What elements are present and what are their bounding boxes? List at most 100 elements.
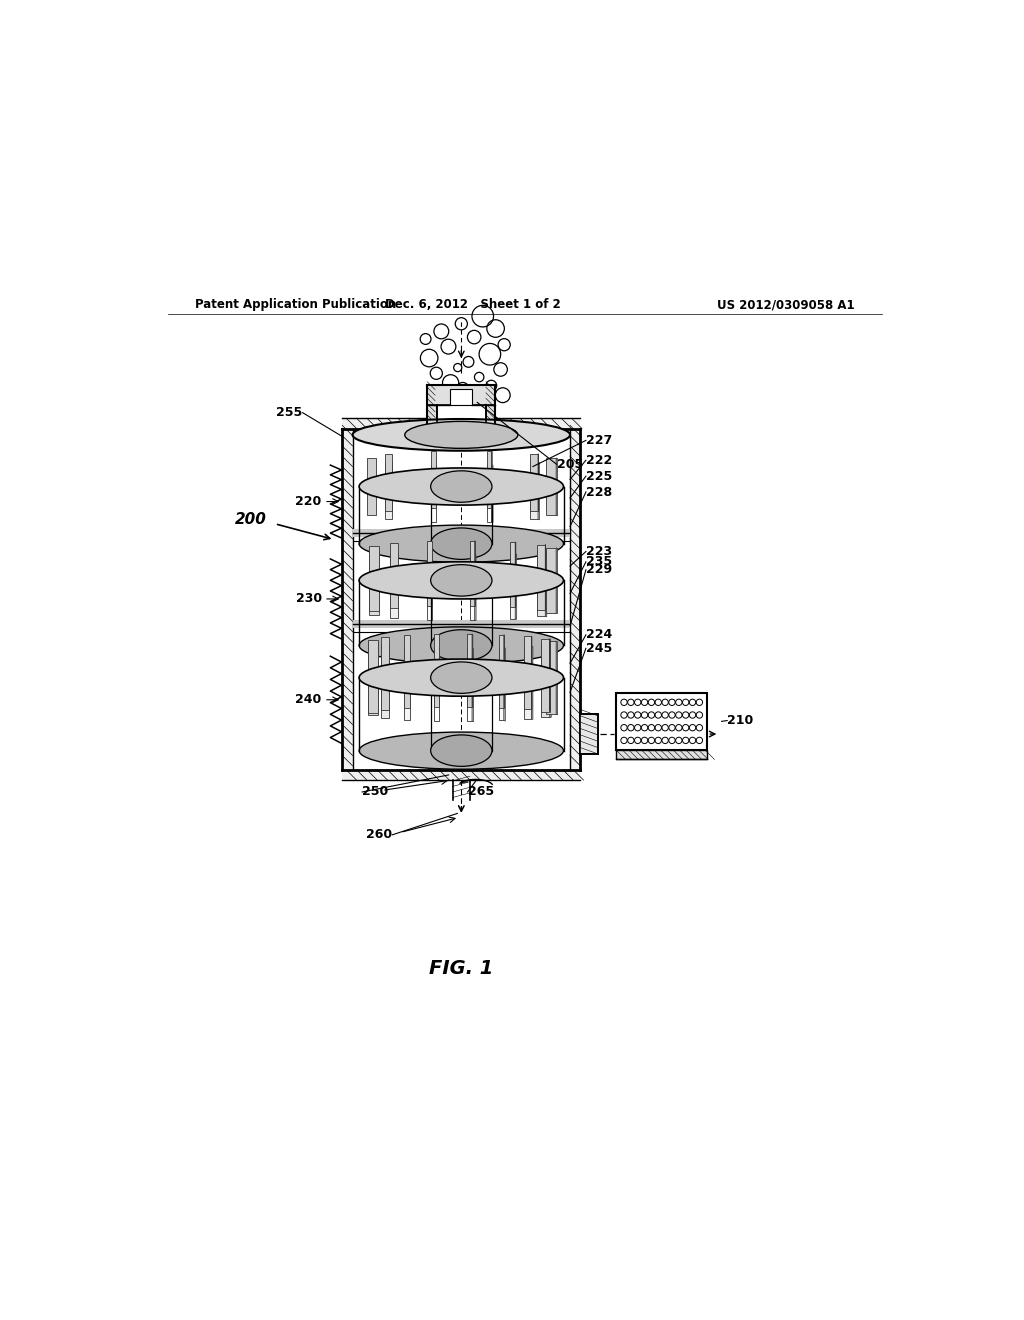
Polygon shape: [545, 552, 547, 616]
Text: 235: 235: [586, 556, 612, 569]
Polygon shape: [486, 451, 492, 508]
Polygon shape: [524, 636, 531, 709]
Polygon shape: [524, 645, 531, 719]
Text: 245: 245: [586, 642, 612, 655]
Text: 228: 228: [586, 486, 612, 499]
Polygon shape: [492, 465, 493, 523]
Text: 222: 222: [586, 454, 612, 467]
Polygon shape: [470, 554, 474, 620]
Text: 230: 230: [296, 593, 322, 606]
Text: 265: 265: [468, 785, 494, 799]
Polygon shape: [367, 458, 376, 515]
Polygon shape: [486, 465, 492, 521]
Polygon shape: [427, 541, 432, 606]
Bar: [352, 528, 570, 536]
Polygon shape: [431, 465, 436, 521]
Polygon shape: [510, 553, 515, 619]
Text: 225: 225: [586, 470, 612, 483]
Ellipse shape: [359, 659, 563, 696]
Polygon shape: [499, 647, 504, 721]
Text: 200: 200: [234, 512, 267, 527]
Polygon shape: [431, 451, 436, 508]
Bar: [342, 770, 581, 780]
Polygon shape: [538, 462, 540, 520]
Polygon shape: [530, 454, 538, 511]
Polygon shape: [370, 549, 379, 615]
Text: US 2012/0309058 A1: US 2012/0309058 A1: [717, 298, 854, 312]
Text: 255: 255: [276, 407, 303, 420]
Polygon shape: [537, 552, 545, 616]
Polygon shape: [390, 553, 397, 618]
Ellipse shape: [431, 661, 492, 693]
Polygon shape: [369, 640, 378, 713]
Bar: [451, 389, 472, 405]
Polygon shape: [537, 545, 545, 610]
Polygon shape: [385, 462, 392, 519]
Text: 227: 227: [586, 434, 612, 447]
Polygon shape: [404, 635, 410, 709]
Bar: [616, 750, 708, 759]
Polygon shape: [404, 647, 410, 719]
Polygon shape: [556, 548, 558, 614]
Ellipse shape: [431, 735, 492, 767]
Polygon shape: [499, 635, 504, 708]
Text: FIG. 1: FIG. 1: [429, 958, 494, 978]
Bar: [352, 620, 570, 628]
Ellipse shape: [359, 562, 563, 599]
Polygon shape: [390, 543, 397, 609]
Polygon shape: [434, 648, 439, 721]
Bar: [436, 405, 486, 429]
Polygon shape: [547, 548, 556, 612]
Text: 260: 260: [367, 829, 392, 841]
Text: 220: 220: [295, 495, 322, 508]
Polygon shape: [434, 635, 439, 708]
Ellipse shape: [431, 565, 492, 597]
Polygon shape: [541, 639, 550, 711]
Ellipse shape: [431, 528, 492, 560]
Ellipse shape: [431, 471, 492, 502]
Bar: [496, 418, 581, 429]
Ellipse shape: [404, 421, 518, 449]
Polygon shape: [504, 647, 505, 721]
Text: Patent Application Publication: Patent Application Publication: [196, 298, 396, 312]
Bar: [342, 418, 427, 429]
Polygon shape: [556, 642, 558, 714]
Ellipse shape: [359, 469, 563, 506]
Polygon shape: [515, 553, 517, 619]
Polygon shape: [550, 644, 551, 717]
Polygon shape: [474, 554, 476, 620]
Text: 224: 224: [586, 628, 612, 642]
Text: 229: 229: [586, 564, 612, 577]
Polygon shape: [530, 462, 538, 519]
Polygon shape: [385, 454, 392, 511]
Polygon shape: [547, 642, 556, 714]
Polygon shape: [427, 554, 432, 619]
Bar: [427, 385, 436, 429]
Polygon shape: [467, 648, 472, 721]
Polygon shape: [510, 543, 515, 607]
Bar: [486, 385, 496, 429]
Polygon shape: [556, 458, 558, 516]
Polygon shape: [547, 458, 556, 515]
Polygon shape: [531, 645, 532, 719]
Polygon shape: [467, 634, 472, 708]
Text: 210: 210: [727, 714, 754, 727]
Text: 240: 240: [295, 693, 322, 706]
Polygon shape: [541, 644, 550, 717]
Polygon shape: [370, 546, 379, 611]
Bar: [342, 429, 352, 770]
Ellipse shape: [352, 418, 570, 450]
Ellipse shape: [359, 627, 563, 664]
Ellipse shape: [359, 525, 563, 562]
Ellipse shape: [431, 630, 492, 661]
Text: 223: 223: [586, 545, 612, 558]
Text: Dec. 6, 2012   Sheet 1 of 2: Dec. 6, 2012 Sheet 1 of 2: [385, 298, 561, 312]
Polygon shape: [369, 643, 378, 715]
Ellipse shape: [359, 733, 563, 770]
Polygon shape: [381, 645, 389, 718]
Polygon shape: [381, 638, 389, 710]
Text: 250: 250: [362, 785, 388, 799]
Bar: [616, 693, 708, 750]
Text: 205: 205: [557, 458, 583, 471]
Bar: [570, 429, 581, 770]
